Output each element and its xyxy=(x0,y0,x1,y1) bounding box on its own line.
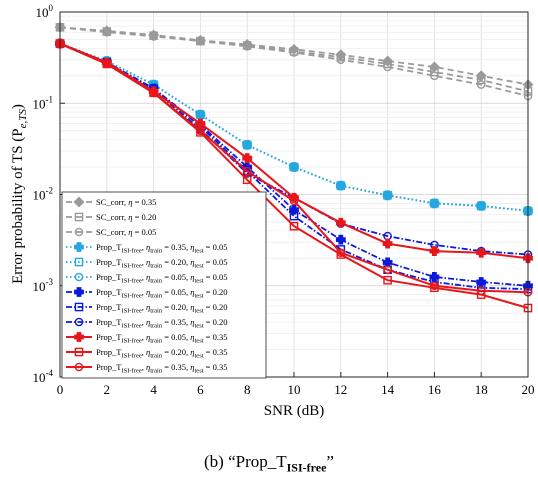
legend-marker-2 xyxy=(74,227,84,237)
x-tick-label-1: 2 xyxy=(104,382,111,397)
data-point-2-5 xyxy=(289,48,299,57)
legend-label-5: Prop_TISI-free, ηtrain = 0.05, ηtest = 0… xyxy=(96,272,227,285)
data-point-11-8 xyxy=(430,281,439,291)
data-point-2-7 xyxy=(383,62,392,72)
data-point-9-4 xyxy=(242,153,253,164)
data-point-6-5 xyxy=(289,204,299,215)
x-tick-label-6: 12 xyxy=(334,382,347,397)
x-tick-label-5: 10 xyxy=(288,382,301,397)
data-point-2-1 xyxy=(102,27,112,37)
data-point-11-7 xyxy=(383,265,392,274)
caption-sub: ISI-free xyxy=(286,460,327,475)
data-point-10-5 xyxy=(289,221,299,231)
legend-marker-7 xyxy=(74,302,84,312)
legend-label-8: Prop_TISI-free, ηtrain = 0.35, ηtest = 0… xyxy=(96,317,227,330)
legend-marker-0 xyxy=(73,196,85,208)
y-axis-label-main: Error probability of TS (P xyxy=(10,128,26,284)
data-point-5-9 xyxy=(476,201,486,211)
legend-marker-1 xyxy=(74,212,84,222)
legend-box xyxy=(61,191,267,379)
caption-suffix: ” xyxy=(326,452,334,471)
legend-label-11: Prop_TISI-free, ηtrain = 0.35, ηtest = 0… xyxy=(96,362,227,375)
legend-label-7: Prop_TISI-free, ηtrain = 0.20, ηtest = 0… xyxy=(96,302,227,315)
legend-label-2: SC_corr, η = 0.05 xyxy=(96,227,156,237)
data-point-5-8 xyxy=(430,199,439,208)
series-line-11 xyxy=(59,42,529,294)
data-point-11-6 xyxy=(336,248,346,258)
y-tick-label-4: 10-4 xyxy=(33,368,54,385)
y-tick-label-1: 10-1 xyxy=(33,94,54,111)
data-point-2-2 xyxy=(149,32,158,41)
x-tick-label-2: 4 xyxy=(150,382,157,397)
legend-marker-6 xyxy=(74,287,84,297)
y-axis-label: Error probability of TS (Pe,TS) xyxy=(10,104,29,284)
data-point-11-9 xyxy=(476,286,486,296)
x-tick-label-0: 0 xyxy=(57,382,64,397)
data-point-5-7 xyxy=(383,191,392,200)
x-tick-label-4: 8 xyxy=(244,382,251,397)
legend-label-0: SC_corr, η = 0.35 xyxy=(96,197,156,207)
legend-marker-11 xyxy=(74,362,84,372)
data-point-11-4 xyxy=(242,166,252,176)
figure-caption: (b) “Prop_TISI-free” xyxy=(0,452,538,475)
legend-marker-8 xyxy=(74,317,84,327)
data-point-10-7 xyxy=(383,275,392,285)
data-point-9-9 xyxy=(476,247,487,258)
legend-marker-10 xyxy=(74,347,84,357)
legend-marker-3 xyxy=(74,242,84,252)
data-point-0-8 xyxy=(428,61,440,73)
legend-marker-5 xyxy=(74,272,84,282)
data-point-11-5 xyxy=(289,196,299,206)
series-line-5 xyxy=(59,42,529,212)
data-point-2-3 xyxy=(196,36,205,46)
data-point-11-3 xyxy=(196,126,205,136)
series-line-1 xyxy=(59,26,529,93)
legend-label-6: Prop_TISI-free, ηtrain = 0.05, ηtest = 0… xyxy=(96,287,227,300)
data-point-2-9 xyxy=(476,80,486,89)
legend-label-9: Prop_TISI-free, ηtrain = 0.05, ηtest = 0… xyxy=(96,332,227,345)
legend-label-4: Prop_TISI-free, ηtrain = 0.20, ηtest = 0… xyxy=(96,257,227,270)
x-axis-label: SNR (dB) xyxy=(264,403,324,419)
series-layer xyxy=(54,21,534,313)
data-point-1-6 xyxy=(336,52,346,62)
y-tick-label-2: 10-2 xyxy=(33,186,54,203)
legend-marker-9 xyxy=(74,332,84,342)
data-point-7-5 xyxy=(289,211,299,221)
x-tick-label-7: 14 xyxy=(381,382,395,397)
data-point-5-3 xyxy=(196,110,205,119)
y-tick-label-3: 10-3 xyxy=(33,277,54,294)
data-point-6-6 xyxy=(335,234,346,245)
series-line-2 xyxy=(59,26,529,97)
x-tick-label-9: 18 xyxy=(475,382,488,397)
y-axis-label-sub: e,TS xyxy=(17,109,29,129)
y-axis-label-close: ) xyxy=(10,104,26,109)
data-point-2-8 xyxy=(430,71,439,81)
data-point-5-5 xyxy=(289,162,299,172)
data-point-1-9 xyxy=(476,75,486,85)
caption-prefix: (b) “Prop_T xyxy=(204,452,287,471)
chart: 0 2 4 6 8 10 12 14 16 18 20 100 10-1 10-2 10-3 10-4 SNR… xyxy=(10,3,535,419)
data-point-9-6 xyxy=(335,217,346,228)
data-point-9-8 xyxy=(429,246,440,256)
x-tick-label-3: 6 xyxy=(197,382,204,397)
data-point-6-9 xyxy=(476,277,487,287)
x-tick-label-10: 20 xyxy=(522,382,535,397)
legend-label-3: Prop_TISI-free, ηtrain = 0.35, ηtest = 0… xyxy=(96,242,227,255)
x-tick-label-8: 16 xyxy=(428,382,442,397)
legend-label-10: Prop_TISI-free, ηtrain = 0.20, ηtest = 0… xyxy=(96,347,227,360)
data-point-6-8 xyxy=(429,272,440,282)
data-point-2-6 xyxy=(336,55,346,65)
data-point-9-7 xyxy=(382,238,393,249)
data-point-11-2 xyxy=(149,88,158,98)
data-point-1-8 xyxy=(430,67,439,77)
data-point-5-4 xyxy=(242,140,252,150)
legend: SC_corr, η = 0.35 SC_corr, η = 0.20 SC_cor… xyxy=(61,191,267,379)
data-point-5-6 xyxy=(336,181,346,190)
data-point-10-4 xyxy=(242,175,252,185)
y-tick-label-0: 100 xyxy=(36,3,54,20)
legend-label-1: SC_corr, η = 0.20 xyxy=(96,212,156,222)
data-point-2-4 xyxy=(242,42,252,51)
data-point-11-1 xyxy=(102,59,112,69)
legend-marker-4 xyxy=(74,257,84,267)
